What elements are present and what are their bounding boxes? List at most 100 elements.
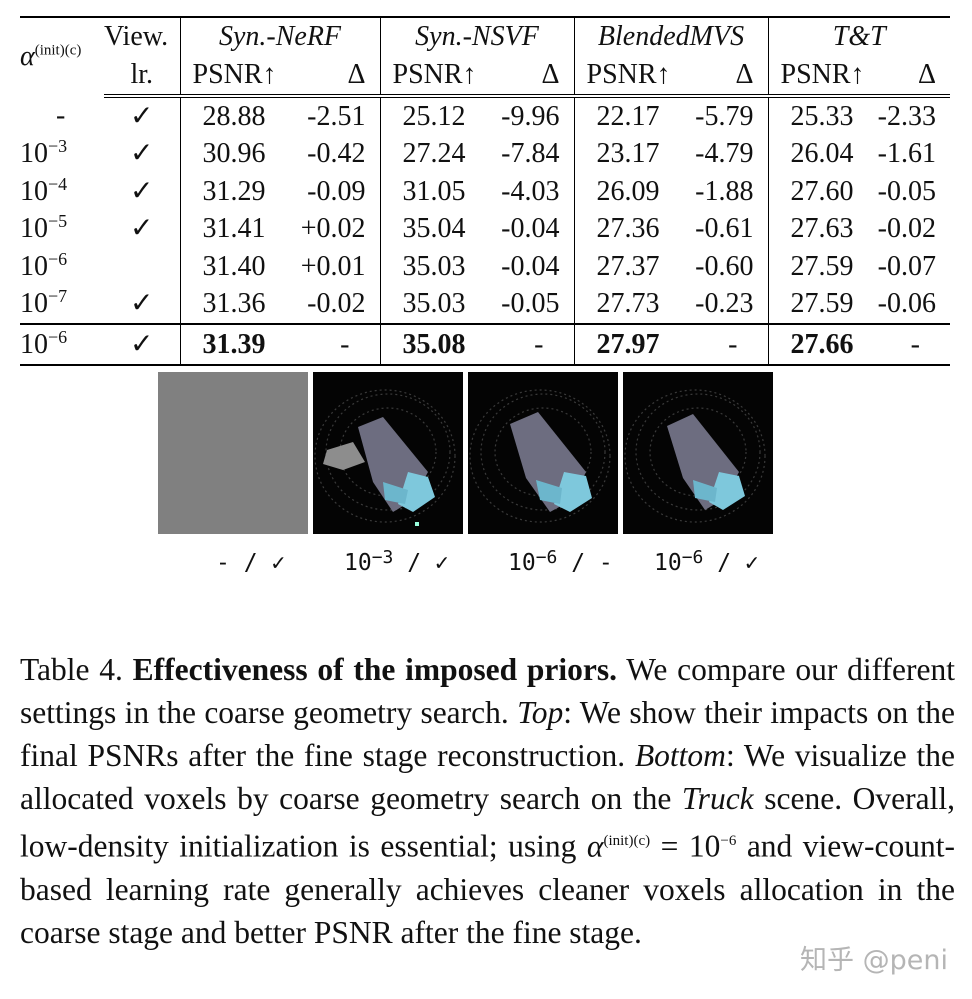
table-row: 10−3 ✓ 30.96 -0.42 27.24 -7.84 23.17 -4.79 26.04…	[20, 135, 950, 173]
value-cell: 23.17 -4.79	[573, 135, 768, 173]
alpha-cell: 10−5	[20, 211, 68, 245]
dataset-header-3: T&T	[767, 17, 950, 56]
voxel-thumb-1e-3	[313, 372, 463, 534]
metric-header-0: PSNR↑ Δ	[179, 56, 380, 98]
view-cell: ✓	[130, 138, 154, 170]
voxel-thumb-uniform	[158, 372, 308, 534]
delta-value: -0.07	[877, 250, 936, 282]
thumb-caption-1: 10−3 / ✓	[344, 547, 449, 576]
value-cell: 22.17 -5.79	[573, 96, 768, 136]
alpha-cell: 10−4	[20, 173, 68, 207]
psnr-value: 25.12	[402, 100, 466, 132]
alpha-cell: -	[56, 99, 66, 131]
psnr-value: 22.17	[596, 100, 660, 132]
psnr-value: 27.36	[596, 213, 660, 245]
view-header-2: lr.	[104, 56, 180, 98]
psnr-value: 35.04	[402, 213, 466, 245]
voxel-thumbnails	[158, 372, 774, 536]
results-table-container: α(init)(c) View. Syn.-NeRF Syn.-NSVF Ble…	[20, 16, 950, 366]
delta-value: -4.03	[501, 175, 560, 207]
value-cell: 31.29 -0.09	[179, 173, 380, 211]
psnr-value: 35.03	[402, 250, 466, 282]
table-row: 10−4 ✓ 31.29 -0.09 31.05 -4.03 26.09 -1.88 27.60…	[20, 173, 950, 211]
value-cell: 26.04 -1.61	[767, 135, 950, 173]
metric-header-3: PSNR↑ Δ	[767, 56, 950, 98]
delta-value: -7.84	[501, 138, 560, 170]
alpha-cell: 10−6	[20, 323, 104, 366]
metric-header-1: PSNR↑ Δ	[379, 56, 574, 98]
value-cell: 28.88 -2.51	[179, 96, 380, 136]
psnr-value: 26.09	[596, 175, 660, 207]
value-cell: 31.40 +0.01	[179, 248, 380, 286]
delta-value: -0.60	[695, 250, 754, 282]
thumb-caption-0: - / ✓	[216, 550, 286, 576]
thumb-caption-2: 10−6 / -	[508, 547, 613, 576]
psnr-value: 31.39	[202, 328, 266, 360]
delta-value: -0.04	[501, 250, 560, 282]
view-cell: ✓	[130, 175, 154, 207]
value-cell: 27.24 -7.84	[379, 135, 574, 173]
view-cell: ✓	[130, 288, 154, 320]
delta-value: -0.61	[695, 213, 754, 245]
table-caption: Table 4. Effectiveness of the imposed pr…	[20, 652, 955, 950]
psnr-value: 28.88	[202, 100, 266, 132]
value-cell: 35.08 -	[379, 323, 574, 366]
psnr-value: 30.96	[202, 138, 266, 170]
final-row: 10−6 ✓ 31.39 - 35.08 - 27.97 - 27.66 -	[20, 323, 950, 366]
value-cell: 25.33 -2.33	[767, 96, 950, 136]
delta-value: -0.04	[501, 213, 560, 245]
value-cell: 35.03 -0.05	[379, 285, 574, 324]
delta-value: -	[340, 328, 350, 360]
value-cell: 25.12 -9.96	[379, 96, 574, 136]
thumbnail-captions: - / ✓ 10−3 / ✓ 10−6 / - 10−6 / ✓	[158, 547, 798, 590]
delta-value: -0.02	[877, 213, 936, 245]
value-cell: 31.41 +0.02	[179, 210, 380, 248]
view-header-1: View.	[104, 21, 169, 52]
delta-value: -0.05	[501, 288, 560, 320]
value-cell: 27.63 -0.02	[767, 210, 950, 248]
delta-value: +0.01	[300, 250, 366, 282]
value-cell: 27.59 -0.07	[767, 248, 950, 286]
psnr-value: 31.40	[202, 250, 266, 282]
delta-value: -0.09	[307, 175, 366, 207]
delta-value: -5.79	[695, 100, 754, 132]
table-row: 10−6 31.40 +0.01 35.03 -0.04 27.37 -0.60 27.59-…	[20, 248, 950, 286]
delta-value: -1.88	[695, 175, 754, 207]
alpha-header: α(init)(c)	[20, 41, 82, 72]
psnr-value: 25.33	[790, 100, 854, 132]
delta-value: -9.96	[501, 100, 560, 132]
value-cell: 27.60 -0.05	[767, 173, 950, 211]
delta-value: -0.06	[877, 288, 936, 320]
psnr-value: 27.59	[790, 288, 854, 320]
value-cell: 35.03 -0.04	[379, 248, 574, 286]
psnr-value: 35.08	[402, 328, 466, 360]
voxel-thumb-1e-6-no-view	[468, 372, 618, 534]
psnr-value: 27.24	[402, 138, 466, 170]
table-row: - ✓ 28.88 -2.51 25.12 -9.96 22.17 -5.79 25.33 -2.…	[20, 96, 950, 136]
alpha-cell: 10−3	[20, 136, 68, 170]
view-cell: ✓	[130, 100, 154, 132]
value-cell: 31.05 -4.03	[379, 173, 574, 211]
psnr-value: 27.63	[790, 213, 854, 245]
value-cell: 31.39 -	[179, 323, 380, 366]
psnr-value: 27.59	[790, 250, 854, 282]
psnr-value: 27.66	[790, 328, 854, 360]
view-cell: ✓	[104, 323, 180, 366]
psnr-value: 27.73	[596, 288, 660, 320]
delta-value: -0.42	[307, 138, 366, 170]
metric-header-2: PSNR↑ Δ	[573, 56, 768, 98]
psnr-value: 23.17	[596, 138, 660, 170]
psnr-value: 27.97	[596, 328, 660, 360]
delta-value: -	[534, 328, 544, 360]
psnr-value: 31.36	[202, 288, 266, 320]
voxel-thumb-1e-6-view	[623, 372, 773, 534]
psnr-value: 27.37	[596, 250, 660, 282]
dataset-header-0: Syn.-NeRF	[179, 17, 380, 56]
delta-value: -2.51	[307, 100, 366, 132]
alpha-cell: 10−7	[20, 286, 68, 320]
delta-value: +0.02	[300, 213, 366, 245]
header-row-metrics: lr. PSNR↑ Δ PSNR↑ Δ PSNR↑ Δ PSNR↑ Δ	[20, 56, 950, 98]
psnr-value: 26.04	[790, 138, 854, 170]
view-cell	[104, 248, 180, 286]
value-cell: 27.36 -0.61	[573, 210, 768, 248]
